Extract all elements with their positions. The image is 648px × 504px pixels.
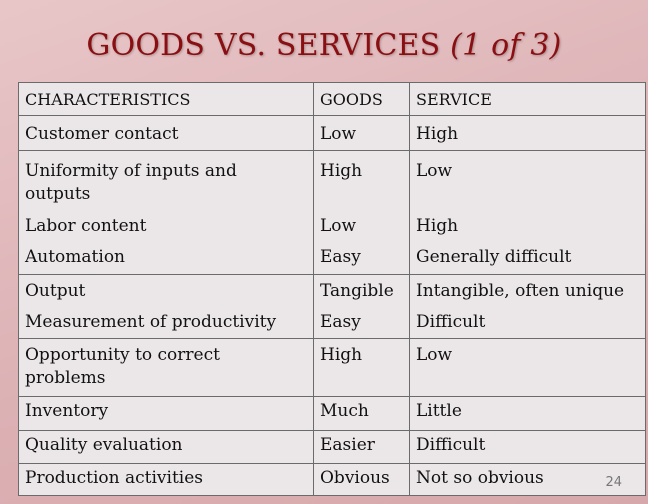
- slide-page-number: 24: [605, 475, 622, 490]
- cell-characteristic: Output: [25, 281, 86, 301]
- table-row: Measurement of productivity Easy Difficu…: [19, 311, 645, 339]
- cell-goods: High: [320, 161, 363, 181]
- column-divider-1: [313, 83, 314, 495]
- cell-goods: Low: [320, 216, 357, 236]
- cell-service: Not so obvious: [416, 468, 544, 488]
- cell-service: Difficult: [416, 312, 486, 332]
- table-row: Labor content Low High: [19, 215, 645, 242]
- cell-goods: Tangible: [320, 281, 394, 301]
- cell-characteristic: Measurement of productivity: [25, 312, 277, 332]
- cell-goods: Easy: [320, 312, 361, 332]
- cell-service: Intangible, often unique: [416, 281, 625, 301]
- cell-characteristic: Uniformity of inputs and outputs: [25, 161, 237, 204]
- cell-characteristic: Automation: [25, 247, 125, 267]
- table-row: Quality evaluation Easier Difficult: [19, 434, 645, 464]
- cell-characteristic: Quality evaluation: [25, 435, 183, 455]
- table-row: Uniformity of inputs and outputs High Lo…: [19, 160, 645, 207]
- table-header-row: CHARACTERISTICS GOODS SERVICE: [19, 83, 645, 116]
- table-row: Output Tangible Intangible, often unique: [19, 280, 645, 307]
- slide-title-part: (1 of 3): [450, 28, 562, 63]
- cell-service: Little: [416, 401, 462, 421]
- cell-goods: Much: [320, 401, 369, 421]
- cell-goods: Obvious: [320, 468, 390, 488]
- header-goods: GOODS: [320, 90, 383, 109]
- table-row: Customer contact Low High: [19, 123, 645, 151]
- cell-service: Difficult: [416, 435, 486, 455]
- table-row: Production activities Obvious Not so obv…: [19, 467, 645, 494]
- cell-goods: Easier: [320, 435, 375, 455]
- cell-characteristic: Customer contact: [25, 124, 179, 144]
- cell-service: High: [416, 124, 459, 144]
- cell-characteristic: Inventory: [25, 401, 109, 421]
- cell-service: Generally difficult: [416, 247, 572, 267]
- cell-service: Low: [416, 345, 453, 365]
- slide-title: GOODS VS. SERVICES (1 of 3): [0, 28, 648, 63]
- table-row: Inventory Much Little: [19, 400, 645, 431]
- table-row: Opportunity to correct problems High Low: [19, 344, 645, 397]
- cell-characteristic: Labor content: [25, 216, 147, 236]
- header-characteristics: CHARACTERISTICS: [25, 90, 191, 109]
- comparison-table: CHARACTERISTICS GOODS SERVICE Customer c…: [18, 82, 646, 496]
- cell-characteristic: Opportunity to correct problems: [25, 345, 220, 388]
- cell-goods: Low: [320, 124, 357, 144]
- table-row: Automation Easy Generally difficult: [19, 246, 645, 275]
- cell-service: High: [416, 216, 459, 236]
- cell-goods: High: [320, 345, 363, 365]
- cell-service: Low: [416, 161, 453, 181]
- header-service: SERVICE: [416, 90, 492, 109]
- slide-title-main: GOODS VS. SERVICES: [86, 28, 441, 63]
- cell-goods: Easy: [320, 247, 361, 267]
- column-divider-2: [409, 83, 410, 495]
- cell-characteristic: Production activities: [25, 468, 204, 488]
